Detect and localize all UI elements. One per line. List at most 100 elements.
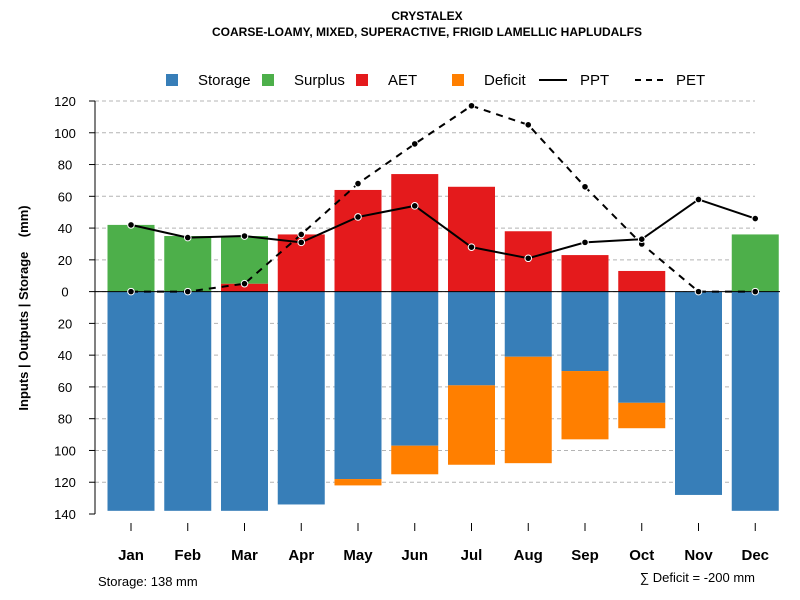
y-tick-label: 60: [58, 189, 72, 204]
legend-pet-label: PET: [676, 72, 705, 89]
x-tick-label: Jun: [401, 547, 428, 564]
x-tick-label: Jan: [118, 547, 144, 564]
y-tick-label: 100: [54, 126, 76, 141]
pet-point: [694, 287, 703, 296]
y-tick-label: 0: [61, 285, 68, 300]
legend-aet-swatch: [356, 74, 368, 86]
x-tick-label: Nov: [684, 547, 713, 564]
x-tick-label: May: [343, 547, 373, 564]
deficit-bar: [561, 371, 609, 440]
chart-subtitle: COARSE-LOAMY, MIXED, SUPERACTIVE, FRIGID…: [212, 25, 642, 39]
deficit-bar: [391, 445, 439, 475]
ppt-point: [637, 235, 646, 243]
ppt-point: [410, 202, 419, 210]
y-tick-label: 120: [54, 94, 76, 109]
y-tick-label: 80: [58, 412, 72, 427]
ppt-point: [127, 221, 135, 229]
legend-storage-label: Storage: [198, 72, 251, 89]
legend-deficit-swatch: [452, 74, 464, 86]
storage-footnote: Storage: 138 mm: [98, 574, 198, 589]
storage-bar: [504, 291, 552, 357]
ppt-point: [467, 243, 476, 251]
storage-bar: [221, 291, 268, 511]
x-tick-label: Dec: [741, 547, 769, 564]
legend-ppt-label: PPT: [580, 72, 609, 89]
storage-bar: [107, 291, 155, 511]
x-tick-label: Aug: [514, 547, 543, 564]
storage-bar: [334, 291, 382, 480]
x-tick-label: Mar: [231, 547, 258, 564]
legend-surplus-label: Surplus: [294, 72, 345, 89]
ppt-point: [581, 238, 589, 247]
pet-point: [581, 182, 589, 191]
storage-bar: [164, 291, 212, 511]
aet-bar: [618, 270, 666, 292]
surplus-bar: [107, 224, 155, 292]
ppt-point: [240, 232, 249, 240]
legend-surplus-swatch: [262, 74, 274, 86]
legend-storage-swatch: [166, 74, 178, 86]
pet-point: [240, 279, 249, 288]
surplus-bar: [164, 236, 212, 292]
series-lines: [127, 101, 760, 296]
pet-point: [524, 121, 533, 129]
storage-bar: [561, 291, 609, 372]
pet-point: [297, 230, 306, 239]
deficit-bar: [448, 385, 495, 465]
aet-bar: [221, 283, 268, 292]
storage-bar: [731, 291, 779, 511]
y-tick-label: 40: [58, 348, 72, 363]
x-tick-label: Apr: [288, 547, 314, 564]
aet-bar: [448, 186, 495, 292]
legend: Storage Surplus AET Deficit PPT PET: [166, 72, 705, 89]
pet-point: [183, 287, 192, 296]
storage-bar: [618, 291, 666, 403]
surplus-bar: [221, 236, 268, 284]
y-tick-label: 100: [54, 443, 76, 458]
storage-bar: [448, 291, 495, 386]
aet-bar: [391, 174, 439, 292]
pet-line: [131, 104, 756, 293]
x-tick-label: Jul: [461, 547, 483, 564]
ppt-point: [297, 238, 306, 247]
x-tick-label: Oct: [629, 547, 654, 564]
y-axis: 120 100 80 60 40 20 0 20 40 60 80 100 120 140: [54, 94, 95, 522]
legend-deficit-label: Deficit: [484, 72, 527, 89]
aet-bar: [334, 189, 382, 292]
legend-aet-label: AET: [388, 72, 417, 89]
deficit-bar: [618, 402, 666, 429]
ppt-point: [694, 195, 703, 204]
x-tick-label: Feb: [174, 547, 201, 564]
storage-bar: [391, 291, 439, 446]
ppt-point: [524, 254, 533, 263]
storage-bar: [675, 291, 722, 495]
y-axis-title: Inputs | Outputs | Storage (mm): [16, 205, 31, 410]
ppt-point: [751, 214, 760, 223]
x-tick-label: Sep: [571, 547, 599, 564]
pet-point: [354, 179, 362, 188]
deficit-bar: [334, 479, 382, 486]
axes: [94, 101, 780, 514]
pet-point: [127, 287, 135, 296]
surplus-bar: [731, 234, 779, 292]
y-tick-label: 120: [54, 475, 76, 490]
y-tick-label: 20: [58, 316, 72, 331]
y-tick-label: 80: [58, 158, 72, 173]
pet-point: [410, 140, 419, 148]
ppt-point: [183, 233, 192, 242]
pet-point: [751, 287, 760, 296]
deficit-bar: [504, 356, 552, 464]
deficit-footnote: ∑ Deficit = -200 mm: [640, 570, 755, 585]
chart-title: CRYSTALEX: [391, 9, 462, 23]
ppt-line: [130, 198, 756, 260]
storage-bar: [277, 291, 325, 505]
y-tick-label: 20: [58, 253, 72, 268]
y-tick-label: 60: [58, 380, 72, 395]
y-tick-label: 40: [58, 221, 72, 236]
aet-bar: [561, 255, 609, 292]
bars: [107, 174, 779, 511]
ppt-point: [354, 213, 362, 221]
pet-point: [467, 101, 476, 110]
y-tick-label: 140: [54, 507, 76, 522]
